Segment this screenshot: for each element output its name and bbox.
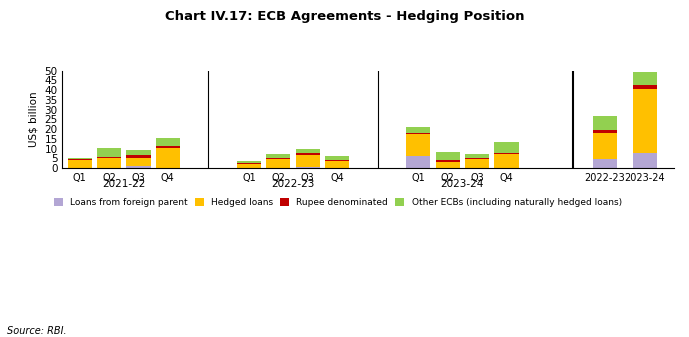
Bar — [97, 158, 121, 168]
Bar — [97, 148, 121, 157]
Bar — [633, 85, 657, 89]
Bar — [435, 160, 460, 162]
Bar — [407, 134, 431, 156]
Bar — [593, 130, 617, 133]
Bar — [465, 154, 489, 158]
Bar — [593, 133, 617, 159]
Bar — [126, 150, 151, 155]
Bar — [593, 159, 617, 168]
Bar — [494, 153, 519, 154]
Bar — [325, 160, 349, 161]
Bar — [296, 155, 320, 167]
Bar — [633, 153, 657, 168]
Bar — [97, 157, 121, 158]
Bar — [267, 159, 291, 168]
Bar — [435, 162, 460, 168]
Bar — [156, 139, 180, 146]
Bar — [126, 155, 151, 157]
Text: 2022-23: 2022-23 — [271, 179, 315, 189]
Text: 2023-24: 2023-24 — [441, 179, 484, 189]
Text: Source: RBI.: Source: RBI. — [7, 326, 67, 336]
Legend: Loans from foreign parent, Hedged loans, Rupee denominated, Other ECBs (includin: Loans from foreign parent, Hedged loans,… — [50, 194, 626, 211]
Bar — [267, 154, 291, 157]
Bar — [494, 154, 519, 168]
Bar — [593, 116, 617, 130]
Y-axis label: US$ billion: US$ billion — [29, 92, 39, 147]
Bar — [237, 161, 261, 163]
Bar — [465, 159, 489, 168]
Bar — [126, 157, 151, 166]
Bar — [156, 148, 180, 168]
Bar — [68, 158, 92, 159]
Bar — [68, 159, 92, 160]
Bar — [237, 164, 261, 168]
Bar — [407, 156, 431, 168]
Bar — [237, 163, 261, 164]
Bar — [296, 153, 320, 155]
Text: Chart IV.17: ECB Agreements - Hedging Position: Chart IV.17: ECB Agreements - Hedging Po… — [165, 10, 524, 23]
Bar — [156, 146, 180, 148]
Bar — [435, 152, 460, 160]
Bar — [296, 149, 320, 153]
Bar — [325, 156, 349, 160]
Bar — [633, 89, 657, 153]
Bar — [494, 142, 519, 153]
Bar — [296, 167, 320, 168]
Bar — [407, 133, 431, 134]
Bar — [267, 157, 291, 159]
Bar — [68, 160, 92, 168]
Bar — [633, 71, 657, 85]
Bar — [407, 127, 431, 133]
Bar — [465, 158, 489, 159]
Bar — [325, 161, 349, 168]
Bar — [126, 166, 151, 168]
Text: 2021-22: 2021-22 — [102, 179, 145, 189]
